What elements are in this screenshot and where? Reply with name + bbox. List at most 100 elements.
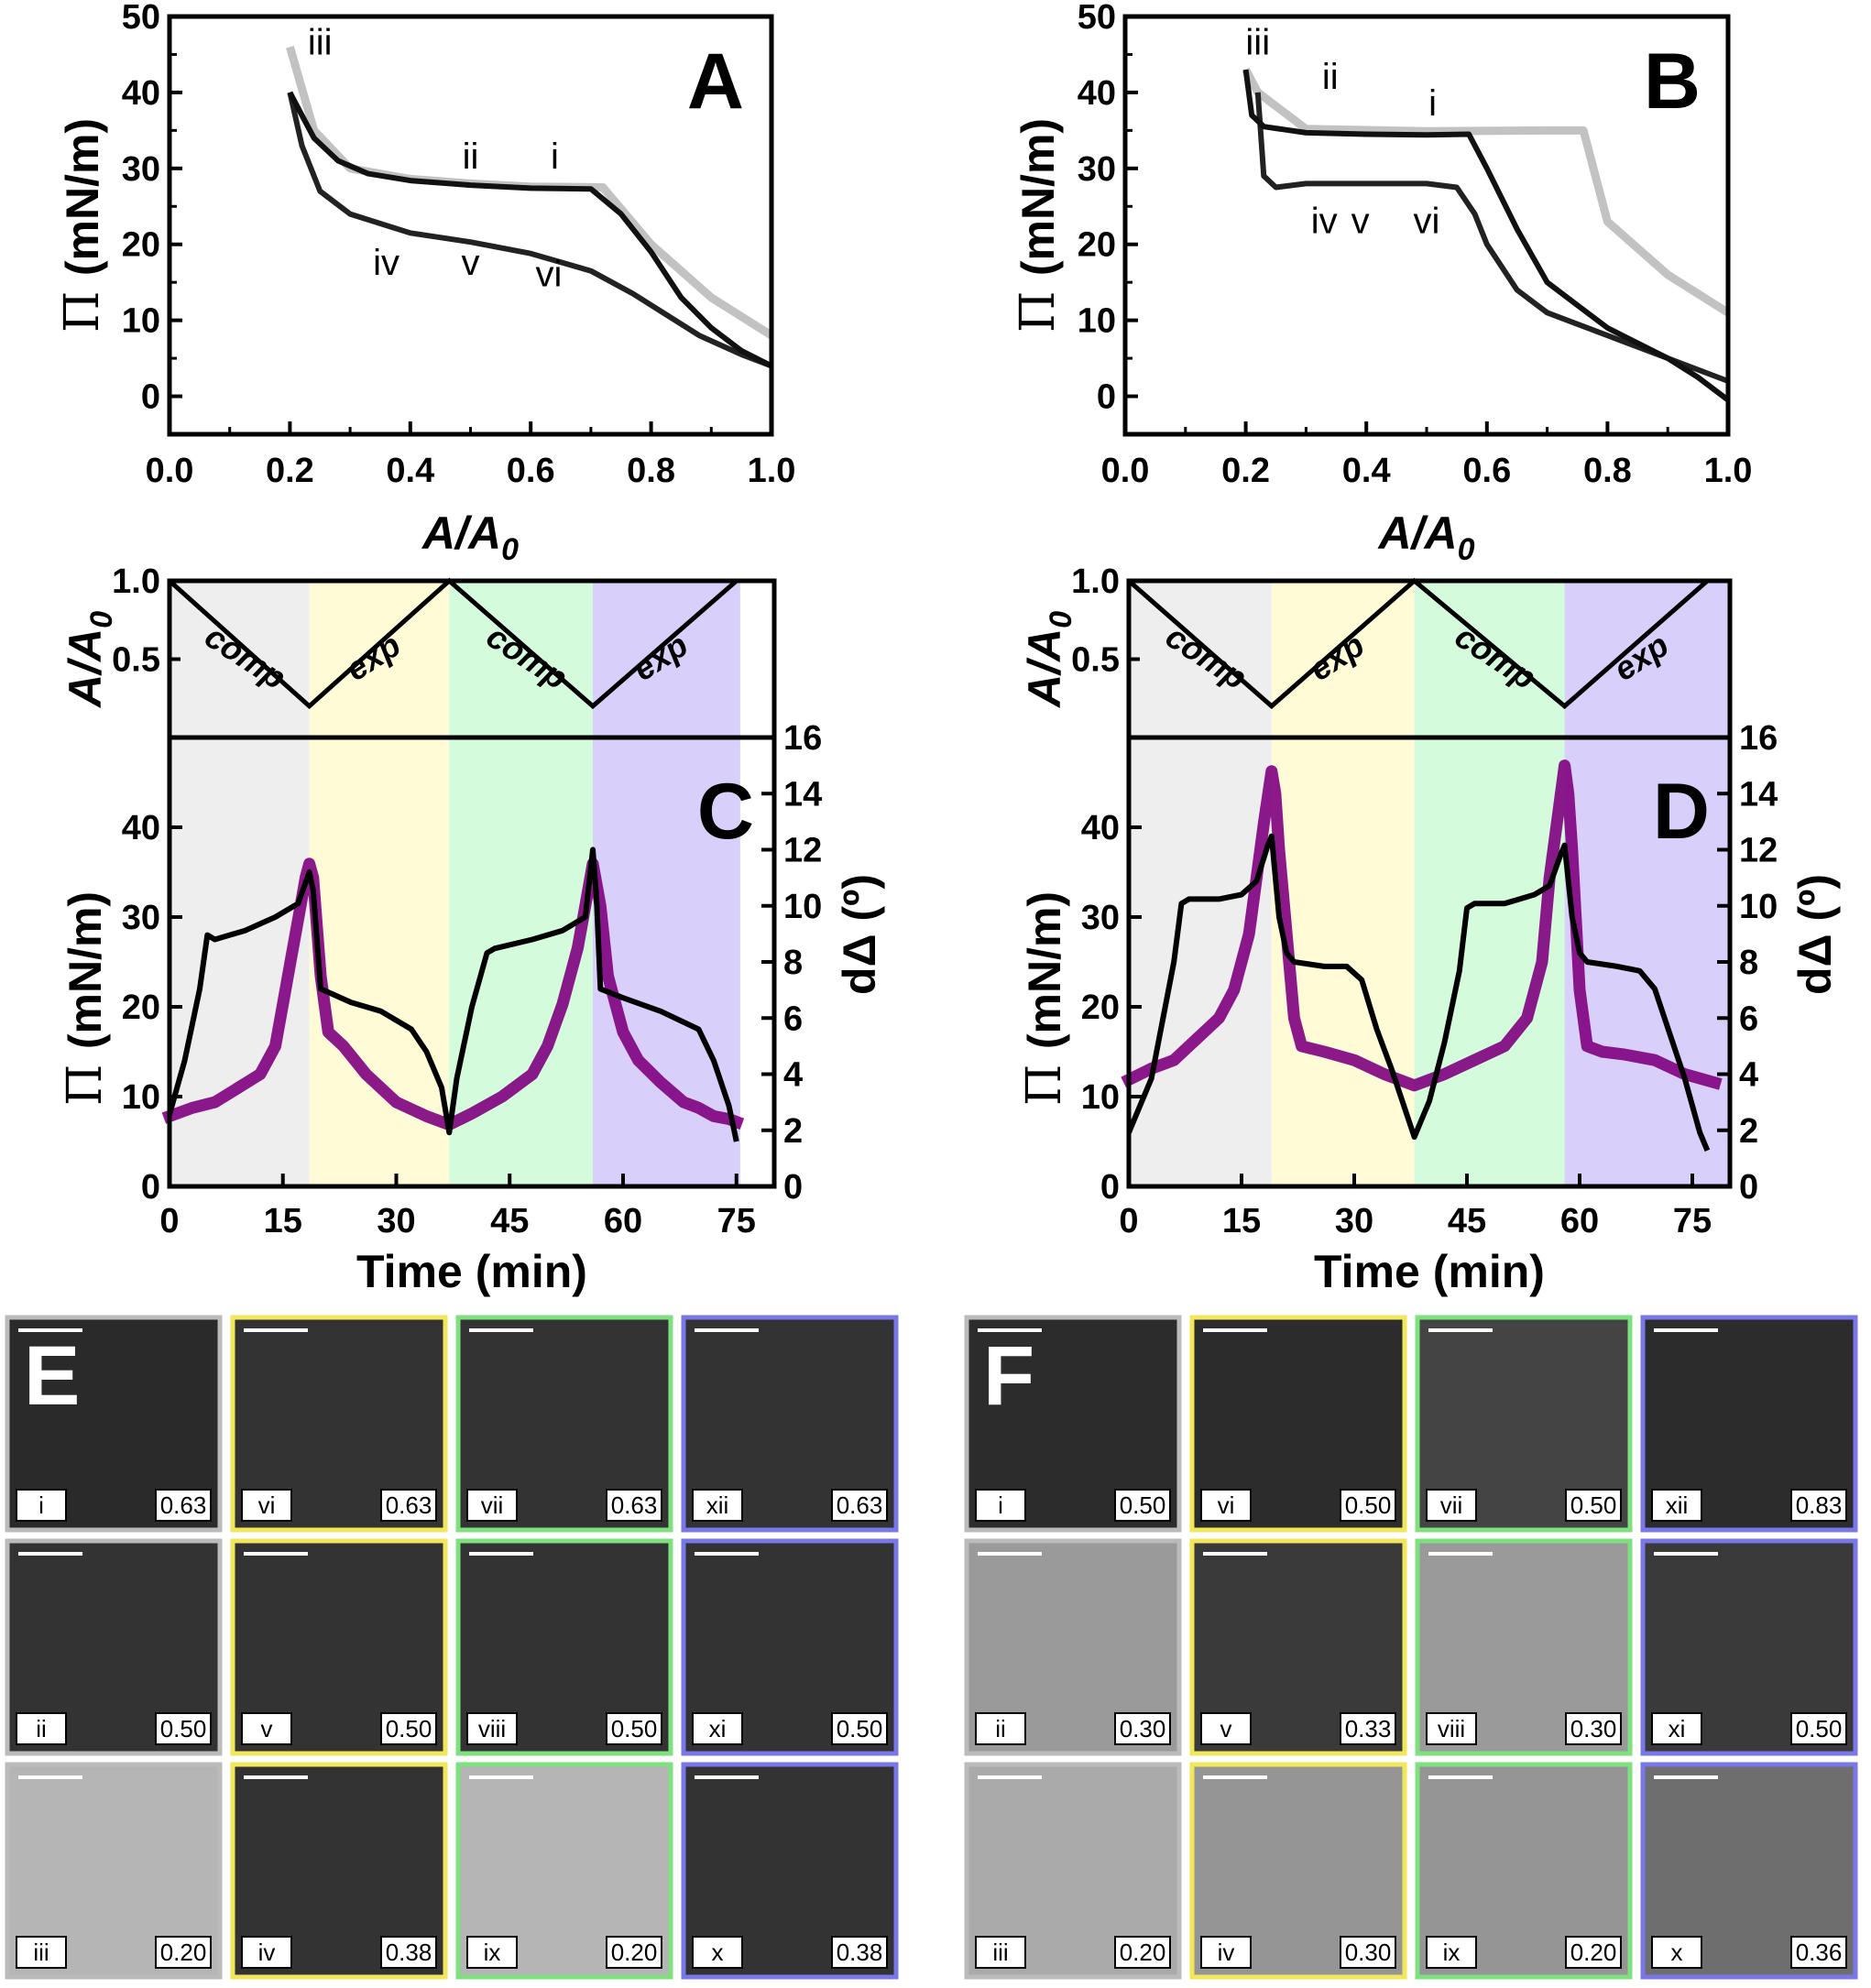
x-axis-label: A/A0 (421, 508, 519, 567)
y-axis-label: Π (mN/m) (1011, 118, 1066, 333)
tile-id-label: iv (258, 1939, 276, 1966)
curve-annotation: i (1428, 83, 1437, 124)
tile-value-label: 0.63 (160, 1491, 207, 1519)
y-tick-label: 0 (141, 1168, 160, 1207)
tile-value-label: 0.36 (1796, 1939, 1843, 1966)
tile-id-label: xi (1669, 1715, 1686, 1742)
curve-annotation: vi (1414, 201, 1440, 241)
y-tick-label: 40 (122, 809, 160, 847)
isotherm-series-line (1254, 92, 1730, 384)
y-tick-label: 20 (1078, 226, 1116, 265)
y-tick-label: 10 (122, 1078, 160, 1117)
y-tick-label: 50 (1078, 0, 1116, 37)
tile-value-label: 0.33 (1345, 1715, 1392, 1742)
x-tick-label: 0.6 (1462, 452, 1511, 490)
tile-id-box (1651, 1936, 1702, 1969)
curve-annotation: v (1351, 201, 1370, 241)
tile-value-label: 0.50 (837, 1715, 883, 1742)
tile-id-box (16, 1489, 67, 1522)
y-tick-label: 10 (1078, 302, 1116, 341)
y-tick-label: 0 (1100, 1168, 1120, 1207)
x-axis-label: Time (min) (356, 1246, 587, 1297)
tile-id-label: vi (1218, 1491, 1235, 1519)
y2-tick-label: 10 (1739, 888, 1778, 926)
y-axis-label-group: Π (mN/m) (55, 118, 110, 333)
tile-id-box (1651, 1712, 1702, 1745)
tile-value-label: 0.20 (611, 1939, 658, 1966)
y-tick-label: 30 (122, 899, 160, 937)
y-tick-label: 10 (122, 302, 160, 341)
surface-pressure-series (1126, 833, 1711, 1152)
curve-annotation: iii (308, 22, 333, 62)
tile-id-label: x (1671, 1939, 1683, 1966)
y2-tick-label: 14 (1739, 775, 1778, 814)
y2-tick-label: 2 (783, 1112, 803, 1151)
tile-value-box (1565, 1489, 1622, 1522)
y-tick-label: 0 (1097, 378, 1116, 417)
tile-value-label: 0.63 (386, 1491, 432, 1519)
y2-tick-label: 0 (1739, 1168, 1758, 1207)
top-y-axis-label-subscript: 0 (84, 611, 119, 628)
tile-value-label: 0.50 (1570, 1491, 1617, 1519)
y-tick-label: 20 (122, 226, 160, 265)
tile-id-label: i (38, 1491, 44, 1519)
x-tick-label: 0.4 (386, 452, 434, 490)
tile-id-box (16, 1936, 67, 1969)
y-axis-label: Π (mN/m) (58, 891, 113, 1106)
y-tick-label: 20 (122, 989, 160, 1027)
tile-value-box (1114, 1936, 1171, 1969)
x-tick-label: 0.8 (1583, 452, 1632, 490)
tile-id-label: ii (995, 1715, 1006, 1742)
x-tick-label: 0 (1119, 1202, 1138, 1240)
tile-value-box (831, 1936, 888, 1969)
tile-id-box (975, 1489, 1026, 1522)
curve-annotation: iv (373, 243, 399, 283)
tile-value-label: 0.20 (1570, 1939, 1617, 1966)
y-axis-label-group: Π (mN/m) (1011, 118, 1066, 333)
y-axis-label-group: Π (mN/m) (58, 891, 113, 1106)
y2-tick-label: 4 (783, 1056, 803, 1095)
curve-annotation: ii (463, 137, 479, 177)
y2-tick-label: 16 (1739, 719, 1778, 758)
tile-id-label: viii (1438, 1715, 1465, 1742)
tile-value-box (606, 1489, 662, 1522)
y2-tick-label: 12 (783, 832, 822, 870)
tile-value-label: 0.83 (1796, 1491, 1843, 1519)
tile-value-box (155, 1936, 212, 1969)
surface-pressure-series (167, 847, 739, 1142)
tile-value-box (1340, 1489, 1396, 1522)
top-y-axis-label: A/A0 (60, 611, 119, 709)
tile-value-label: 0.38 (837, 1939, 883, 1966)
top-y-tick-label: 1.0 (1071, 563, 1120, 601)
ellipsometric-angle-series (1121, 759, 1723, 1092)
curve-annotation: i (551, 137, 559, 177)
y-axis-label-units: (mN/m) (57, 118, 108, 276)
micrograph-panel-letter: E (24, 1329, 80, 1423)
x-tick-label: 0.2 (1221, 452, 1270, 490)
y2-axis-label: dΔ (º) (834, 874, 885, 995)
micrograph-panel-E: i 0.63 vi 0.63 vii 0.63 xii 0.63 ii 0.50 v 0.50 viii… (5, 1315, 899, 1980)
tile-id-box (692, 1712, 743, 1745)
y2-tick-label: 12 (1739, 832, 1778, 870)
y-tick-label: 30 (122, 150, 160, 189)
tile-id-label: iii (992, 1939, 1008, 1966)
tile-value-label: 0.50 (1345, 1491, 1392, 1519)
y-axis-label-symbol: Π (55, 276, 110, 333)
plot-frame (167, 14, 774, 437)
tile-id-label: vi (258, 1491, 276, 1519)
tile-id-label: x (712, 1939, 724, 1966)
tile-value-label: 0.30 (1345, 1939, 1392, 1966)
tile-id-label: v (261, 1715, 273, 1742)
tile-value-label: 0.20 (160, 1939, 207, 1966)
tile-id-box (16, 1712, 67, 1745)
panel-letter: C (697, 768, 754, 856)
tile-id-label: xi (709, 1715, 727, 1742)
tile-id-label: ii (36, 1715, 47, 1742)
y-tick-label: 40 (1078, 74, 1116, 113)
x-tick-label: 0.0 (146, 452, 194, 490)
tile-id-box (692, 1936, 743, 1969)
x-tick-label: 1.0 (1704, 452, 1753, 490)
phase-background (1414, 581, 1565, 1186)
tile-value-label: 0.30 (1120, 1715, 1166, 1742)
